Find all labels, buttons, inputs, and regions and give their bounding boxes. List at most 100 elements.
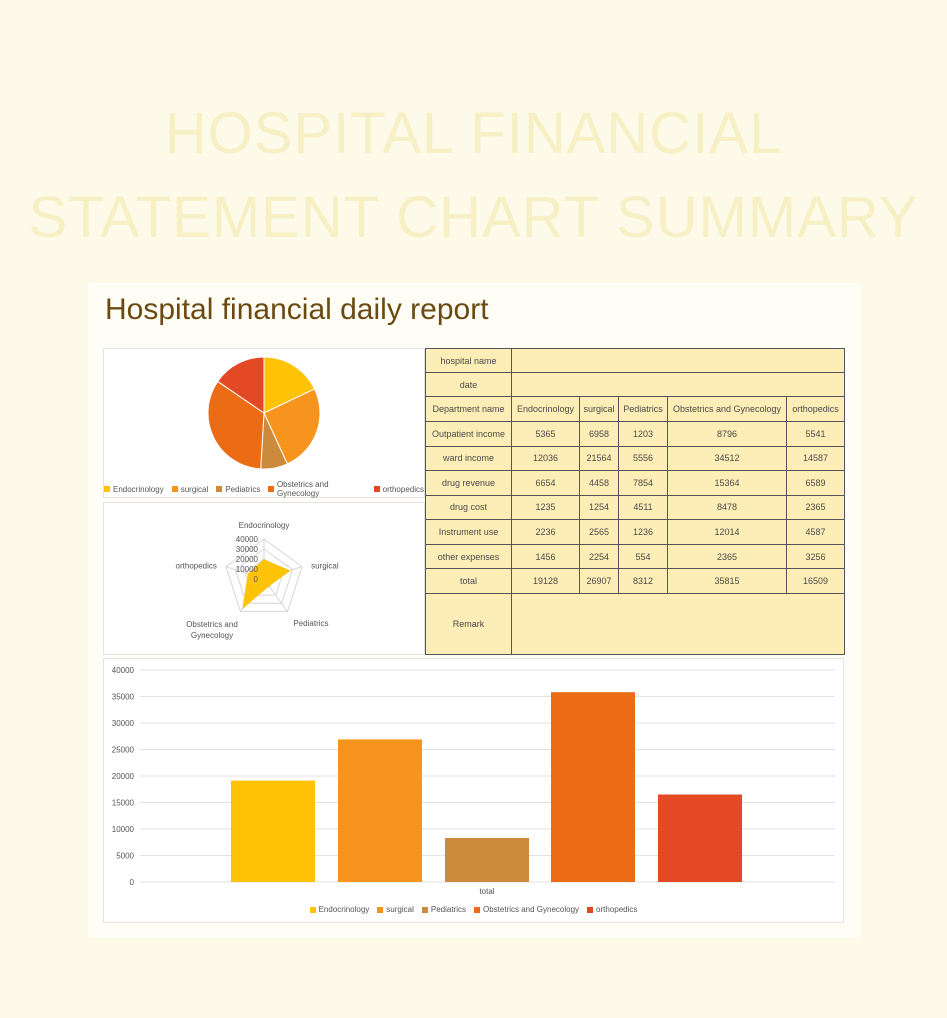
radar-tick-label: 20000 <box>236 555 259 564</box>
bar-obstetrics-and-gynecology <box>551 692 635 882</box>
table-cell[interactable]: 4511 <box>618 494 668 521</box>
table-cell[interactable]: 12036 <box>511 445 580 472</box>
legend-item: Pediatrics <box>421 905 466 914</box>
bar-legend: Endocrinology surgical Pediatrics Obstetric… <box>104 905 843 914</box>
table-cell[interactable]: 15364 <box>667 470 787 496</box>
table-cell[interactable]: 8478 <box>667 494 787 521</box>
bar-chart-panel: 40000 35000 30000 25000 20000 15000 10000 5000 0… <box>103 658 844 923</box>
bar-pediatrics <box>445 837 529 882</box>
radar-chart-panel: 40000 30000 20000 10000 0 Endocrinology surgic… <box>103 502 425 655</box>
legend-swatch <box>216 486 223 492</box>
legend-swatch <box>474 906 480 913</box>
legend-label: Obstetrics and Gynecology <box>276 480 329 498</box>
table-cell[interactable]: 21564 <box>579 445 619 472</box>
department-label: Department name <box>425 396 512 423</box>
table-cell[interactable]: 5365 <box>511 421 580 447</box>
table-cell[interactable]: 5541 <box>785 421 846 447</box>
table-cell[interactable]: 2365 <box>785 494 846 521</box>
table-cell[interactable]: 26907 <box>579 568 619 594</box>
remark-label: Remark <box>425 592 512 656</box>
table-row: Instrument use 2236 2565 1236 12014 4587 <box>425 519 846 545</box>
bar-endocrinology <box>231 780 315 882</box>
table-cell[interactable]: 14587 <box>785 445 846 472</box>
table-row: Outpatient income 5365 6958 1203 8796 5541 <box>425 421 846 447</box>
table-cell[interactable]: 35815 <box>667 568 787 594</box>
table-cell[interactable]: 6958 <box>579 421 619 447</box>
legend-label: Pediatrics <box>430 905 466 914</box>
legend-item: orthopedics <box>373 480 424 498</box>
remark-value[interactable] <box>510 592 846 656</box>
legend-label: Pediatrics <box>225 484 261 494</box>
legend-item: Obstetrics and Gynecology <box>474 905 579 914</box>
legend-item: orthopedics <box>587 905 637 914</box>
table-cell[interactable]: 4458 <box>579 470 619 496</box>
report-title: Hospital financial daily report <box>105 293 489 326</box>
table-cell[interactable]: 16509 <box>785 568 846 594</box>
legend-label: Endocrinology <box>113 484 164 494</box>
date-value[interactable] <box>510 372 846 398</box>
department-header: surgical <box>579 396 619 423</box>
legend-item: Endocrinology <box>104 480 164 498</box>
row-label: total <box>425 568 512 594</box>
legend-label: surgical <box>180 484 209 494</box>
pie-slice <box>263 388 321 465</box>
bar-chart: 40000 35000 30000 25000 20000 15000 10000 5000 0… <box>112 666 835 896</box>
table-cell[interactable]: 2365 <box>667 543 787 570</box>
bar-x-category: total <box>479 887 494 896</box>
table-cell[interactable]: 6654 <box>511 470 580 496</box>
table-row: drug revenue 6654 4458 7854 15364 6589 <box>425 470 846 496</box>
radar-tick-label: 40000 <box>236 535 259 544</box>
hospital-name-value[interactable] <box>510 347 846 374</box>
table-cell[interactable]: 554 <box>618 543 668 570</box>
radar-axis-label: Obstetrics and Gynecology <box>186 620 238 640</box>
bar-surgical <box>338 739 422 882</box>
legend-label: orthopedics <box>596 905 638 914</box>
table-cell[interactable]: 5556 <box>618 445 668 472</box>
remark-row: Remark <box>425 592 846 656</box>
table-cell[interactable]: 1203 <box>618 421 668 447</box>
radar-grid <box>225 538 303 612</box>
table-cell[interactable]: 3256 <box>785 543 846 570</box>
table-cell[interactable]: 1254 <box>579 494 619 521</box>
table-cell[interactable]: 8312 <box>618 568 668 594</box>
pie-legend: Endocrinology surgical Pediatrics Obstetric… <box>104 480 424 498</box>
legend-swatch <box>268 486 274 492</box>
hero-title-line1: HOSPITAL FINANCIAL <box>164 101 783 166</box>
radar-axis-label: Pediatrics <box>293 619 328 628</box>
legend-swatch <box>309 906 316 913</box>
department-header: Obstetrics and Gynecology <box>667 396 787 423</box>
table-cell[interactable]: 1236 <box>618 519 668 545</box>
table-cell[interactable]: 4587 <box>785 519 846 545</box>
radar-tick-label: 10000 <box>236 565 259 574</box>
table-cell[interactable]: 2254 <box>579 543 619 570</box>
table-cell[interactable]: 2565 <box>579 519 619 545</box>
date-row: date <box>425 372 846 398</box>
table-cell[interactable]: 6589 <box>785 470 846 496</box>
table-cell[interactable]: 8796 <box>667 421 787 447</box>
legend-label: Endocrinology <box>318 905 370 914</box>
legend-item: Obstetrics and Gynecology <box>268 480 365 498</box>
table-cell[interactable]: 7854 <box>618 470 668 496</box>
legend-swatch <box>104 486 110 492</box>
bar-y-tick: 5000 <box>116 852 134 861</box>
table-cell[interactable]: 1235 <box>511 494 580 521</box>
radar-axis-label: orthopedics <box>176 562 217 571</box>
table-cell[interactable]: 12014 <box>667 519 787 545</box>
bar-y-tick: 40000 <box>112 666 135 675</box>
legend-label: orthopedics <box>382 484 424 494</box>
table-row: drug cost 1235 1254 4511 8478 2365 <box>425 494 846 521</box>
pie-slice <box>207 380 265 470</box>
table-cell[interactable]: 19128 <box>511 568 580 594</box>
table-cell[interactable]: 34512 <box>667 445 787 472</box>
row-label: other expenses <box>425 543 512 570</box>
legend-swatch <box>171 486 178 492</box>
hospital-name-row: hospital name <box>425 347 846 374</box>
row-label: drug revenue <box>425 470 512 496</box>
radar-tick-label: 0 <box>254 575 259 584</box>
pie-slice <box>217 356 265 414</box>
legend-label: surgical <box>386 905 414 914</box>
table-cell[interactable]: 2236 <box>511 519 580 545</box>
pie-chart <box>207 356 321 470</box>
bar-y-tick: 10000 <box>112 825 135 834</box>
table-cell[interactable]: 1456 <box>511 543 580 570</box>
